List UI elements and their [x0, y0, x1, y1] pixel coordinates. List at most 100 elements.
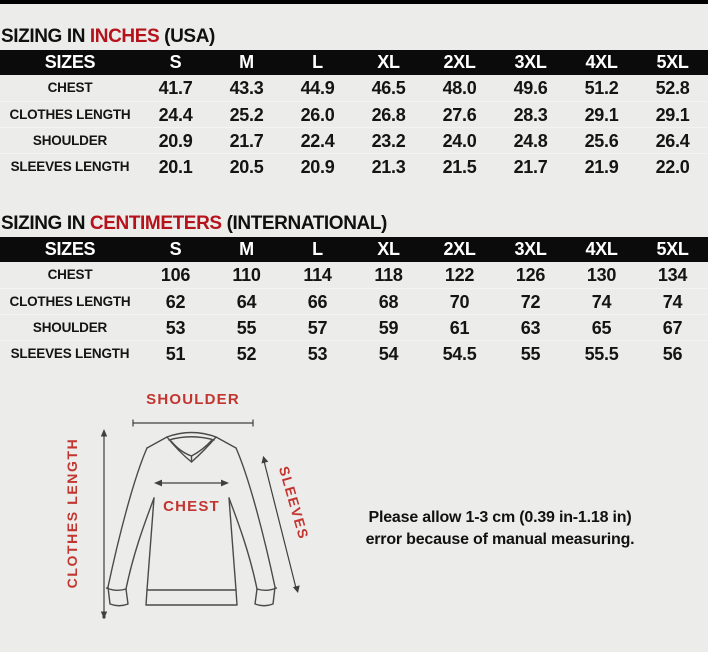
- size-value: 130: [586, 265, 617, 285]
- size-table-inches: SIZES S M L XL 2XL 3XL 4XL 5XL CHEST 41.…: [0, 50, 708, 179]
- measurement-note-line1: Please allow 1-3 cm (0.39 in-1.18 in): [368, 509, 632, 526]
- column-header-m: M: [211, 237, 282, 262]
- size-value: 74: [637, 288, 708, 314]
- sweater-outline: [105, 431, 278, 607]
- size-value: 46.5: [371, 78, 406, 98]
- size-value: 126: [515, 265, 546, 285]
- size-value: 70: [424, 288, 495, 314]
- title-prefix: SIZING IN: [1, 26, 90, 47]
- size-value: 43.3: [229, 78, 264, 98]
- size-value: 72: [495, 288, 566, 314]
- size-value: 66: [282, 288, 353, 314]
- size-value: 25.2: [211, 101, 282, 127]
- size-value: 59: [353, 314, 424, 340]
- size-value: 65: [566, 314, 637, 340]
- sweater-measurement-diagram: SHOULDER CLOTHES LENGTH CHEST SLEEVES: [64, 391, 312, 619]
- size-value: 20.5: [211, 153, 282, 179]
- row-label-shoulder: SHOULDER: [0, 314, 140, 340]
- column-header-5xl: 5XL: [637, 237, 708, 262]
- column-header-sizes: SIZES: [0, 50, 140, 75]
- size-value: 56: [637, 340, 708, 366]
- size-value: 24.0: [424, 127, 495, 153]
- size-value: 27.6: [424, 101, 495, 127]
- size-value: 21.9: [566, 153, 637, 179]
- size-value: 74: [566, 288, 637, 314]
- column-header-m: M: [211, 50, 282, 75]
- column-header-l: L: [282, 50, 353, 75]
- size-value: 22.4: [282, 127, 353, 153]
- size-value: 64: [211, 288, 282, 314]
- column-header-3xl: 3XL: [495, 237, 566, 262]
- size-value: 114: [303, 265, 332, 285]
- column-header-5xl: 5XL: [637, 50, 708, 75]
- title-suffix: (INTERNATIONAL): [221, 213, 388, 234]
- row-label-sleeves-length: SLEEVES LENGTH: [0, 340, 140, 366]
- measurement-note: Please allow 1-3 cm (0.39 in-1.18 in) er…: [328, 507, 672, 551]
- size-value: 68: [353, 288, 424, 314]
- chest-label: CHEST: [163, 498, 220, 515]
- title-prefix: SIZING IN: [1, 213, 90, 234]
- size-value: 21.5: [424, 153, 495, 179]
- size-value: 53: [140, 314, 211, 340]
- size-value: 62: [140, 288, 211, 314]
- size-value: 55.5: [566, 340, 637, 366]
- size-value: 23.2: [353, 127, 424, 153]
- size-value: 25.6: [566, 127, 637, 153]
- size-value: 22.0: [637, 153, 708, 179]
- size-value: 51: [140, 340, 211, 366]
- size-value: 67: [637, 314, 708, 340]
- column-header-2xl: 2XL: [424, 50, 495, 75]
- column-header-2xl: 2XL: [424, 237, 495, 262]
- title-suffix: (USA): [159, 26, 215, 47]
- size-value: 21.7: [495, 153, 566, 179]
- size-value: 21.3: [353, 153, 424, 179]
- row-label-chest: CHEST: [47, 267, 93, 282]
- size-value: 51.2: [584, 78, 619, 98]
- column-header-s: S: [140, 50, 211, 75]
- size-value: 118: [374, 265, 403, 285]
- top-divider-bar: [0, 0, 708, 4]
- size-value: 20.9: [282, 153, 353, 179]
- section-title-inches: SIZING IN INCHES (USA): [0, 4, 708, 48]
- size-value: 55: [495, 340, 566, 366]
- diagram-labels: SHOULDER CLOTHES LENGTH CHEST SLEEVES: [64, 391, 312, 588]
- size-value: 54.5: [424, 340, 495, 366]
- sleeves-measure-line: [263, 460, 297, 589]
- size-value: 134: [657, 265, 688, 285]
- size-value: 20.9: [140, 127, 211, 153]
- column-header-xl: XL: [353, 50, 424, 75]
- clothes-length-label: CLOTHES LENGTH: [64, 438, 80, 589]
- size-value: 44.9: [300, 78, 335, 98]
- size-value: 55: [211, 314, 282, 340]
- measurement-lines: [103, 419, 297, 614]
- size-value: 29.1: [637, 101, 708, 127]
- size-value: 53: [282, 340, 353, 366]
- size-value: 49.6: [513, 78, 548, 98]
- row-label-clothes-length: CLOTHES LENGTH: [0, 288, 140, 314]
- size-value: 41.7: [158, 78, 193, 98]
- size-value: 26.4: [637, 127, 708, 153]
- size-value: 52: [211, 340, 282, 366]
- size-value: 24.4: [140, 101, 211, 127]
- row-label-shoulder: SHOULDER: [0, 127, 140, 153]
- column-header-4xl: 4XL: [566, 50, 637, 75]
- size-value: 106: [160, 265, 191, 285]
- size-value: 28.3: [495, 101, 566, 127]
- measurement-note-line2: error because of manual measuring.: [365, 531, 635, 548]
- size-value: 61: [424, 314, 495, 340]
- title-highlight-inches: INCHES: [89, 26, 160, 47]
- column-header-s: S: [140, 237, 211, 262]
- size-table-centimeters: SIZES S M L XL 2XL 3XL 4XL 5XL CHEST 106…: [0, 237, 708, 366]
- size-value: 26.8: [353, 101, 424, 127]
- column-header-l: L: [282, 237, 353, 262]
- column-header-3xl: 3XL: [495, 50, 566, 75]
- size-value: 24.8: [495, 127, 566, 153]
- size-value: 63: [495, 314, 566, 340]
- size-value: 26.0: [282, 101, 353, 127]
- shoulder-label: SHOULDER: [146, 391, 240, 408]
- title-highlight-centimeters: CENTIMETERS: [89, 213, 222, 234]
- size-value: 20.1: [140, 153, 211, 179]
- size-value: 110: [232, 265, 261, 285]
- column-header-sizes: SIZES: [0, 237, 140, 262]
- size-value: 122: [444, 265, 475, 285]
